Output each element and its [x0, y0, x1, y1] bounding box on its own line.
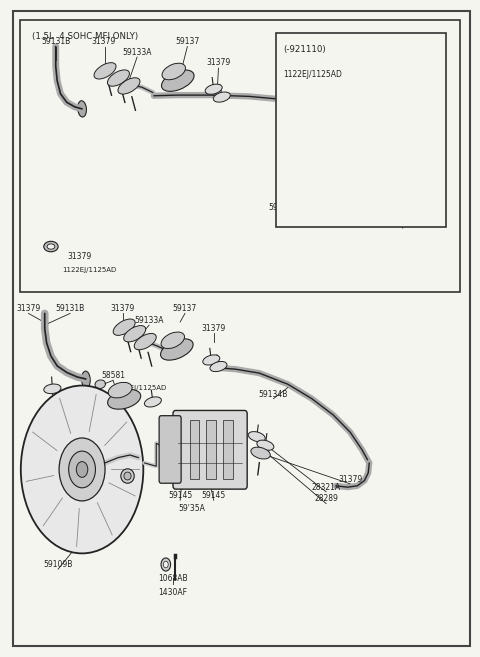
Ellipse shape	[124, 326, 146, 342]
Circle shape	[161, 558, 170, 571]
Text: 59134B: 59134B	[268, 203, 298, 212]
Ellipse shape	[405, 150, 421, 163]
Ellipse shape	[78, 101, 86, 117]
Ellipse shape	[248, 432, 265, 442]
Text: 1122EJ/1125AD: 1122EJ/1125AD	[112, 384, 167, 390]
Ellipse shape	[121, 469, 134, 484]
Text: 1122EJ/1125AD: 1122EJ/1125AD	[283, 70, 342, 79]
Ellipse shape	[118, 78, 140, 94]
Ellipse shape	[161, 332, 184, 349]
Ellipse shape	[338, 202, 355, 212]
Ellipse shape	[44, 384, 61, 394]
Circle shape	[76, 462, 88, 478]
Ellipse shape	[144, 397, 161, 407]
Text: 59'35A: 59'35A	[179, 505, 205, 513]
Text: 28289: 28289	[417, 187, 441, 195]
Bar	[206, 420, 216, 480]
Ellipse shape	[213, 92, 230, 102]
Ellipse shape	[108, 382, 132, 398]
Text: 59133A: 59133A	[122, 48, 152, 57]
Text: 31379: 31379	[202, 324, 226, 333]
Text: 59145: 59145	[168, 491, 192, 500]
Text: 1122EJ/1125AD: 1122EJ/1125AD	[62, 267, 116, 273]
Ellipse shape	[291, 184, 315, 199]
Ellipse shape	[124, 472, 131, 480]
Ellipse shape	[108, 390, 141, 409]
Text: 59109B: 59109B	[44, 560, 73, 569]
Ellipse shape	[44, 241, 58, 252]
Ellipse shape	[203, 355, 220, 365]
Text: 1068AB: 1068AB	[158, 574, 188, 583]
Ellipse shape	[162, 63, 185, 79]
Ellipse shape	[82, 371, 90, 388]
Ellipse shape	[161, 70, 194, 91]
Ellipse shape	[47, 244, 55, 249]
Text: 31379: 31379	[92, 37, 116, 46]
Text: (-921110): (-921110)	[283, 45, 326, 55]
Bar	[223, 420, 233, 480]
Ellipse shape	[251, 447, 270, 459]
Text: 28321A: 28321A	[415, 173, 444, 182]
Bar	[20, 20, 460, 292]
Text: 31379: 31379	[338, 475, 362, 484]
Ellipse shape	[410, 160, 426, 172]
Ellipse shape	[330, 197, 347, 207]
Text: 28321A: 28321A	[312, 483, 341, 491]
Ellipse shape	[257, 440, 274, 450]
Ellipse shape	[290, 191, 324, 210]
Text: 59137: 59137	[175, 37, 200, 46]
Text: 59131B: 59131B	[41, 37, 71, 46]
Ellipse shape	[210, 361, 227, 372]
FancyBboxPatch shape	[173, 411, 247, 489]
Text: 59134B: 59134B	[259, 390, 288, 399]
Text: 58581: 58581	[101, 371, 125, 380]
Ellipse shape	[108, 70, 130, 86]
Text: 31379: 31379	[391, 219, 415, 228]
Circle shape	[59, 438, 105, 501]
Text: 59137: 59137	[173, 304, 197, 313]
Text: 31379: 31379	[16, 304, 41, 313]
Ellipse shape	[389, 214, 407, 223]
Circle shape	[69, 451, 96, 487]
Ellipse shape	[205, 84, 222, 95]
Text: 31379: 31379	[206, 58, 230, 68]
Ellipse shape	[160, 339, 193, 360]
Text: 28289: 28289	[314, 495, 338, 503]
Ellipse shape	[113, 319, 135, 335]
Text: (1.5L  4 SOHC MFI ONLY): (1.5L 4 SOHC MFI ONLY)	[32, 32, 138, 41]
FancyBboxPatch shape	[159, 416, 181, 484]
Bar	[190, 420, 199, 480]
Text: 59133A: 59133A	[134, 316, 164, 325]
Text: 59145: 59145	[202, 491, 226, 500]
Circle shape	[21, 386, 144, 553]
Bar	[276, 34, 446, 227]
Ellipse shape	[94, 62, 116, 79]
Ellipse shape	[394, 140, 410, 152]
Text: 31379: 31379	[110, 304, 135, 313]
Text: 31379: 31379	[68, 252, 92, 261]
Text: 1430AF: 1430AF	[158, 587, 188, 597]
Ellipse shape	[134, 334, 156, 350]
Circle shape	[163, 561, 168, 568]
Text: 59131B: 59131B	[56, 304, 84, 313]
Ellipse shape	[95, 380, 106, 388]
